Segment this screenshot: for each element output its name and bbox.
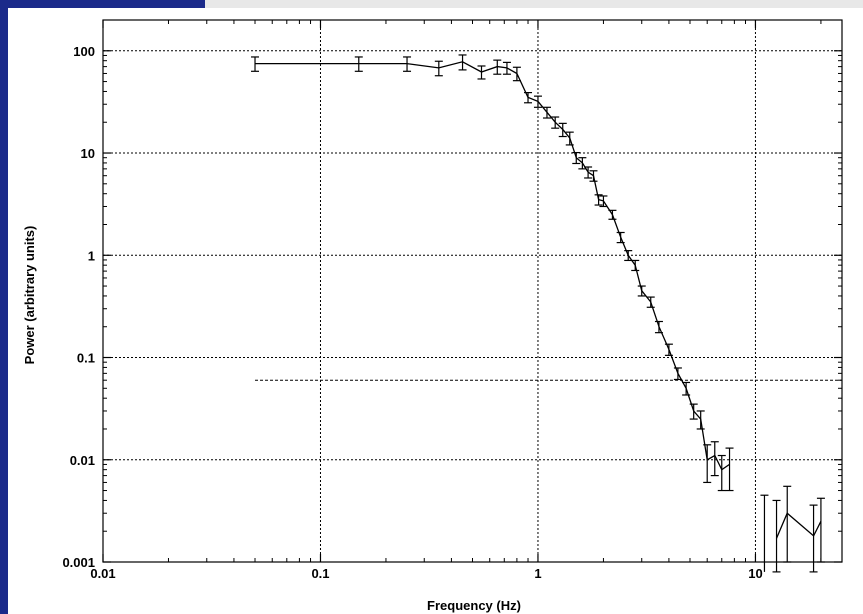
error-bar — [458, 54, 467, 71]
error-bar — [717, 454, 726, 492]
error-bar — [551, 116, 560, 129]
y-tick-label: 0.001 — [62, 555, 95, 570]
error-bar — [703, 444, 712, 484]
error-bar — [477, 65, 486, 80]
error-bar — [578, 157, 587, 170]
x-tick-label: 0.01 — [90, 566, 115, 581]
error-bar — [403, 56, 412, 72]
error-bar — [664, 343, 673, 356]
error-bar — [783, 485, 792, 563]
error-bar — [589, 170, 598, 182]
y-tick-label: 100 — [73, 44, 95, 59]
error-bar — [558, 122, 567, 138]
y-axis-label: Power (arbitrary units) — [22, 226, 37, 365]
series-line-1 — [255, 61, 730, 471]
x-tick-label: 10 — [748, 566, 762, 581]
error-bar — [689, 403, 698, 420]
y-tick-label: 0.1 — [77, 351, 95, 366]
error-bar — [524, 91, 533, 104]
error-bar — [673, 367, 682, 381]
y-tick-label: 1 — [88, 248, 95, 263]
error-bar — [599, 195, 608, 208]
lone-error-bar — [760, 494, 769, 572]
error-bar — [533, 95, 542, 108]
error-bar — [631, 259, 640, 272]
error-bar — [608, 209, 617, 220]
data-marks — [251, 54, 842, 573]
series-line-2 — [775, 512, 822, 539]
error-bar — [624, 250, 633, 262]
error-bar — [594, 194, 603, 206]
error-bar — [572, 151, 581, 165]
error-bar — [565, 131, 574, 146]
error-bar — [512, 66, 521, 82]
x-tick-label: 1 — [534, 566, 541, 581]
error-bar — [725, 447, 734, 492]
error-bar — [772, 499, 781, 573]
error-bar — [809, 504, 818, 573]
y-tick-label: 0.01 — [70, 453, 95, 468]
error-bar — [696, 410, 705, 430]
error-bar — [816, 497, 825, 563]
error-bar — [584, 166, 593, 179]
error-bar — [616, 231, 625, 244]
x-axis-label: Frequency (Hz) — [427, 598, 521, 613]
error-bar — [682, 381, 691, 396]
plot-panel — [8, 8, 863, 614]
plot-frame — [102, 19, 843, 563]
error-bar — [637, 285, 646, 297]
error-bar — [654, 320, 663, 334]
error-bar — [354, 56, 363, 72]
error-bar — [502, 61, 511, 75]
error-bar — [434, 60, 443, 77]
axes — [102, 19, 843, 563]
y-tick-label: 10 — [81, 146, 95, 161]
error-bar — [710, 441, 719, 477]
grid-lines — [103, 20, 842, 562]
error-bar — [542, 106, 551, 119]
error-bar — [646, 296, 655, 308]
error-bar — [493, 59, 502, 75]
error-bar — [251, 56, 260, 72]
x-tick-label: 0.1 — [311, 566, 329, 581]
